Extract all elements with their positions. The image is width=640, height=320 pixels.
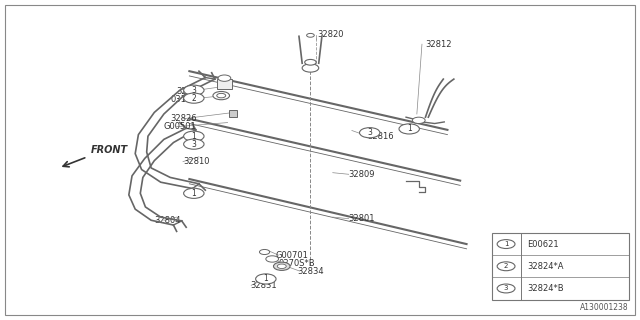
Text: 32801: 32801 bbox=[349, 214, 375, 223]
Circle shape bbox=[307, 33, 314, 37]
Text: 3: 3 bbox=[504, 285, 508, 292]
Circle shape bbox=[184, 131, 204, 141]
Circle shape bbox=[399, 124, 419, 134]
Text: 3: 3 bbox=[191, 140, 196, 148]
Circle shape bbox=[184, 139, 204, 149]
Circle shape bbox=[360, 128, 380, 138]
Text: 32834: 32834 bbox=[298, 267, 324, 276]
Text: 32816: 32816 bbox=[368, 132, 394, 141]
Text: E00621: E00621 bbox=[527, 240, 559, 249]
Circle shape bbox=[497, 262, 515, 271]
Text: FRONT: FRONT bbox=[91, 145, 128, 155]
Text: 32812: 32812 bbox=[425, 40, 452, 49]
Text: 32824*B: 32824*B bbox=[527, 284, 564, 293]
Text: 1: 1 bbox=[191, 189, 196, 198]
Circle shape bbox=[217, 93, 226, 98]
Text: 32831: 32831 bbox=[250, 281, 276, 290]
Text: 32810: 32810 bbox=[183, 157, 209, 166]
Circle shape bbox=[497, 240, 515, 249]
Circle shape bbox=[266, 256, 278, 262]
Text: 3: 3 bbox=[191, 86, 196, 95]
Circle shape bbox=[277, 264, 286, 268]
Text: 32809: 32809 bbox=[349, 170, 375, 179]
Circle shape bbox=[184, 93, 204, 103]
Text: G00701: G00701 bbox=[275, 251, 308, 260]
Text: 0370S*B: 0370S*B bbox=[278, 259, 316, 268]
FancyBboxPatch shape bbox=[492, 233, 629, 300]
Text: 32824*A: 32824*A bbox=[527, 262, 564, 271]
Text: 32820: 32820 bbox=[317, 30, 343, 39]
Text: 3: 3 bbox=[367, 128, 372, 137]
FancyBboxPatch shape bbox=[229, 109, 237, 117]
Text: G00501: G00501 bbox=[164, 122, 196, 131]
Text: 32804: 32804 bbox=[154, 216, 181, 225]
FancyBboxPatch shape bbox=[217, 79, 232, 89]
Text: 32826: 32826 bbox=[170, 114, 197, 123]
Circle shape bbox=[273, 262, 290, 270]
Circle shape bbox=[184, 85, 204, 95]
Text: A130001238: A130001238 bbox=[580, 303, 629, 312]
Text: 1: 1 bbox=[191, 132, 196, 141]
Circle shape bbox=[497, 284, 515, 293]
Circle shape bbox=[184, 188, 204, 198]
Text: 1: 1 bbox=[504, 241, 508, 247]
Circle shape bbox=[213, 92, 230, 100]
Text: 1: 1 bbox=[407, 124, 412, 133]
Text: 2: 2 bbox=[504, 263, 508, 269]
Circle shape bbox=[412, 117, 425, 124]
Text: 1: 1 bbox=[264, 275, 268, 284]
Text: 2: 2 bbox=[191, 94, 196, 103]
Text: 32821: 32821 bbox=[177, 87, 203, 96]
Circle shape bbox=[259, 250, 269, 254]
Circle shape bbox=[302, 64, 319, 72]
Text: 03153: 03153 bbox=[170, 95, 196, 104]
Circle shape bbox=[305, 60, 316, 65]
Circle shape bbox=[255, 274, 276, 284]
Circle shape bbox=[218, 75, 231, 81]
